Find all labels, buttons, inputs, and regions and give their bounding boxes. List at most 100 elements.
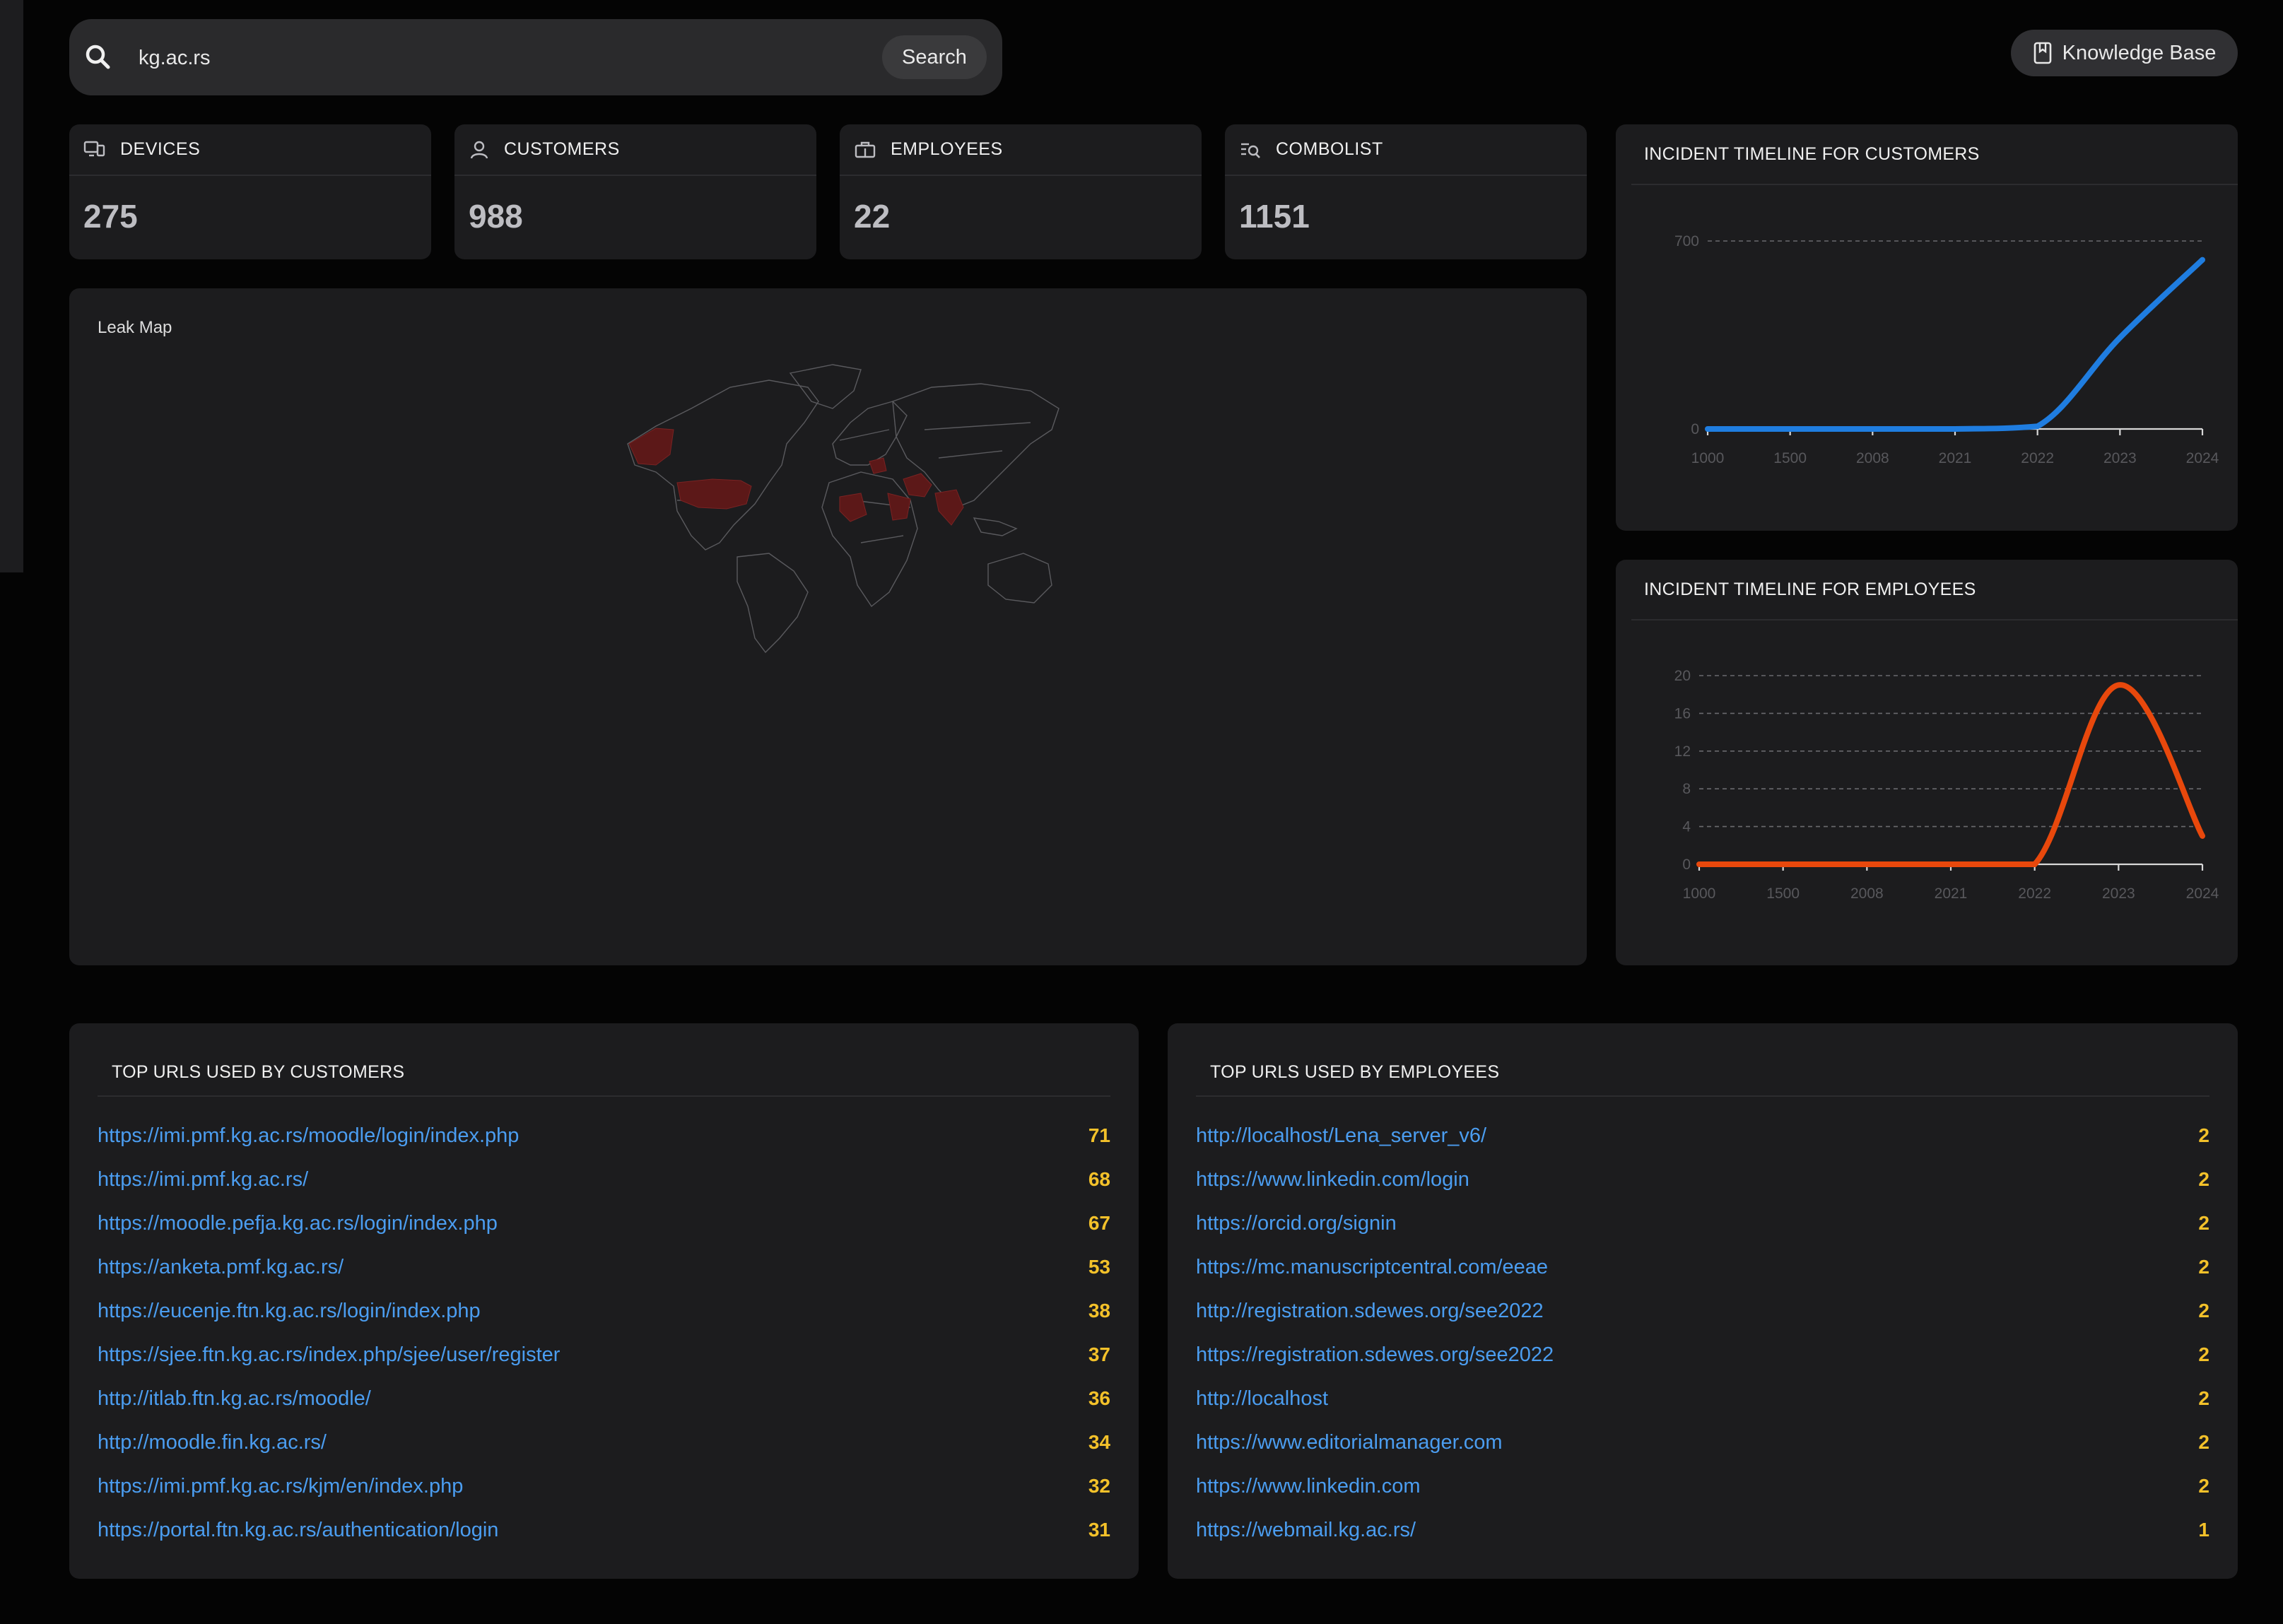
url-count: 1 — [2198, 1519, 2209, 1541]
url-row: https://imi.pmf.kg.ac.rs/moodle/login/in… — [98, 1114, 1110, 1158]
search-input[interactable] — [137, 36, 917, 80]
panel-title: TOP URLS USED BY CUSTOMERS — [112, 1062, 405, 1082]
x-tick-label: 1000 — [1691, 450, 1725, 466]
url-count: 2 — [2198, 1431, 2209, 1453]
url-row: https://www.linkedin.com 2 — [1196, 1464, 2209, 1508]
knowledge-base-button[interactable]: Knowledge Base — [2011, 30, 2238, 76]
stat-card-combolist: COMBOLIST 1151 — [1225, 124, 1587, 259]
url-count: 38 — [1088, 1300, 1110, 1322]
url-link[interactable]: http://localhost — [1196, 1387, 1328, 1410]
stat-label: COMBOLIST — [1276, 139, 1383, 159]
url-row: https://portal.ftn.kg.ac.rs/authenticati… — [98, 1508, 1110, 1552]
y-tick-label: 4 — [1682, 819, 1691, 835]
url-count: 31 — [1088, 1519, 1110, 1541]
x-tick-label: 2021 — [1939, 450, 1972, 466]
url-list: https://imi.pmf.kg.ac.rs/moodle/login/in… — [98, 1114, 1110, 1552]
x-tick-label: 2023 — [2103, 450, 2137, 466]
employees-timeline-panel: INCIDENT TIMELINE FOR EMPLOYEES 0 4 8 12 16 2… — [1616, 560, 2238, 965]
url-row: http://localhost/Lena_server_v6/2 — [1196, 1114, 2209, 1158]
url-row: https://moodle.pefja.kg.ac.rs/login/inde… — [98, 1201, 1110, 1245]
bookmark-book-icon — [2033, 42, 2051, 64]
top-urls-employees-panel: TOP URLS USED BY EMPLOYEES http://localh… — [1168, 1023, 2238, 1579]
panel-title: TOP URLS USED BY EMPLOYEES — [1210, 1062, 1500, 1082]
url-count: 2 — [2198, 1168, 2209, 1190]
url-row: http://registration.sdewes.org/see2022 2 — [1196, 1289, 2209, 1333]
url-link[interactable]: https://webmail.kg.ac.rs/ — [1196, 1518, 1416, 1541]
url-count: 71 — [1088, 1124, 1110, 1146]
url-row: https://eucenje.ftn.kg.ac.rs/login/index… — [98, 1289, 1110, 1333]
employees-timeline-chart: 0 4 8 12 16 20 1000 1500 2008 2021 2022 2023 2024 — [1674, 668, 2219, 902]
url-count: 2 — [2198, 1256, 2209, 1278]
x-tick-label: 2008 — [1850, 885, 1884, 902]
url-link[interactable]: https://www.linkedin.com — [1196, 1474, 1421, 1498]
leak-map-title: Leak Map — [98, 318, 172, 337]
url-row: http://localhost 2 — [1196, 1377, 2209, 1420]
y-tick-label: 16 — [1674, 705, 1691, 722]
monitor-icon — [83, 141, 105, 156]
url-count: 2 — [2198, 1343, 2209, 1365]
url-link[interactable]: http://itlab.ftn.kg.ac.rs/moodle/ — [98, 1387, 371, 1410]
series-line — [1696, 682, 2205, 867]
url-row: https://imi.pmf.kg.ac.rs/68 — [98, 1158, 1110, 1201]
url-link[interactable]: https://imi.pmf.kg.ac.rs/ — [98, 1167, 309, 1191]
stat-label: DEVICES — [120, 139, 201, 159]
stat-label: CUSTOMERS — [504, 139, 620, 159]
y-tick-label: 700 — [1674, 233, 1699, 249]
x-tick-label: 2023 — [2102, 885, 2135, 902]
y-tick-label: 0 — [1691, 421, 1699, 437]
url-count: 32 — [1088, 1475, 1110, 1497]
url-link[interactable]: https://portal.ftn.kg.ac.rs/authenticati… — [98, 1518, 499, 1541]
x-tick-label: 1000 — [1683, 885, 1716, 902]
url-link[interactable]: https://imi.pmf.kg.ac.rs/moodle/login/in… — [98, 1124, 520, 1147]
stat-value: 1151 — [1239, 198, 1310, 235]
top-urls-customers-panel: TOP URLS USED BY CUSTOMERS https://imi.p… — [69, 1023, 1139, 1579]
url-row: https://orcid.org/signin 2 — [1196, 1201, 2209, 1245]
x-tick-label: 2024 — [2186, 450, 2219, 466]
url-row: http://moodle.fin.kg.ac.rs/34 — [98, 1420, 1110, 1464]
briefcase-icon — [855, 141, 876, 158]
x-tick-label: 2008 — [1856, 450, 1889, 466]
url-row: http://itlab.ftn.kg.ac.rs/moodle/36 — [98, 1377, 1110, 1420]
chart-title: INCIDENT TIMELINE FOR CUSTOMERS — [1644, 143, 1980, 164]
url-count: 53 — [1088, 1256, 1110, 1278]
url-link[interactable]: https://registration.sdewes.org/see2022 — [1196, 1343, 1554, 1366]
url-link[interactable]: https://eucenje.ftn.kg.ac.rs/login/index… — [98, 1299, 481, 1322]
url-link[interactable]: http://moodle.fin.kg.ac.rs/ — [98, 1430, 327, 1454]
search-button[interactable]: Search — [882, 35, 987, 79]
url-link[interactable]: https://imi.pmf.kg.ac.rs/kjm/en/index.ph… — [98, 1474, 464, 1498]
stat-card-customers: CUSTOMERS 988 — [454, 124, 816, 259]
url-list: http://localhost/Lena_server_v6/2 https:/… — [1196, 1114, 2209, 1552]
stat-value: 988 — [469, 198, 523, 235]
url-count: 2 — [2198, 1387, 2209, 1409]
url-link[interactable]: https://anketa.pmf.kg.ac.rs/ — [98, 1255, 344, 1278]
world-map[interactable] — [606, 359, 1066, 656]
sidebar-edge — [0, 0, 23, 572]
url-count: 67 — [1088, 1212, 1110, 1234]
y-tick-label: 20 — [1674, 668, 1691, 684]
user-icon — [470, 141, 488, 158]
url-link[interactable]: http://registration.sdewes.org/see2022 — [1196, 1299, 1544, 1322]
x-tick-label: 2022 — [2018, 885, 2051, 902]
search-icon — [86, 45, 110, 69]
url-count: 37 — [1088, 1343, 1110, 1365]
y-tick-label: 12 — [1674, 743, 1691, 760]
y-tick-label: 8 — [1682, 781, 1691, 797]
url-count: 2 — [2198, 1124, 2209, 1146]
x-tick-label: 2021 — [1935, 885, 1968, 902]
url-link[interactable]: https://moodle.pefja.kg.ac.rs/login/inde… — [98, 1211, 498, 1235]
url-link[interactable]: http://localhost/Lena_server_v6/ — [1196, 1124, 1487, 1147]
url-link[interactable]: https://www.editorialmanager.com — [1196, 1430, 1503, 1454]
x-tick-label: 1500 — [1773, 450, 1807, 466]
url-count: 2 — [2198, 1300, 2209, 1322]
url-link[interactable]: https://orcid.org/signin — [1196, 1211, 1397, 1235]
stat-value: 22 — [854, 198, 891, 235]
url-count: 36 — [1088, 1387, 1110, 1409]
url-link[interactable]: https://mc.manuscriptcentral.com/eeae — [1196, 1255, 1549, 1278]
url-row: https://mc.manuscriptcentral.com/eeae 2 — [1196, 1245, 2209, 1289]
url-link[interactable]: https://www.linkedin.com/login — [1196, 1167, 1469, 1191]
stat-value: 275 — [83, 198, 138, 235]
url-link[interactable]: https://sjee.ftn.kg.ac.rs/index.php/sjee… — [98, 1343, 561, 1366]
leak-map-panel: Leak Map — [69, 288, 1587, 965]
x-tick-label: 1500 — [1766, 885, 1800, 902]
url-count: 2 — [2198, 1212, 2209, 1234]
